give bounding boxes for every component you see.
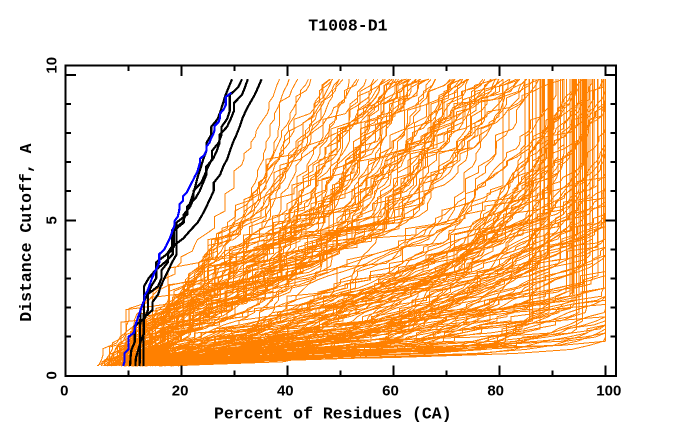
svg-text:0: 0: [60, 383, 68, 400]
svg-text:10: 10: [44, 57, 61, 74]
svg-text:Percent of Residues (CA): Percent of Residues (CA): [214, 405, 452, 424]
svg-text:20: 20: [172, 383, 189, 400]
svg-text:80: 80: [487, 383, 504, 400]
svg-text:T1008-D1: T1008-D1: [308, 17, 387, 36]
svg-text:100: 100: [596, 383, 621, 400]
svg-text:40: 40: [277, 383, 294, 400]
svg-text:60: 60: [382, 383, 399, 400]
svg-text:Distance Cutoff, A: Distance Cutoff, A: [17, 143, 36, 321]
svg-text:0: 0: [44, 371, 61, 379]
svg-text:5: 5: [44, 216, 61, 224]
